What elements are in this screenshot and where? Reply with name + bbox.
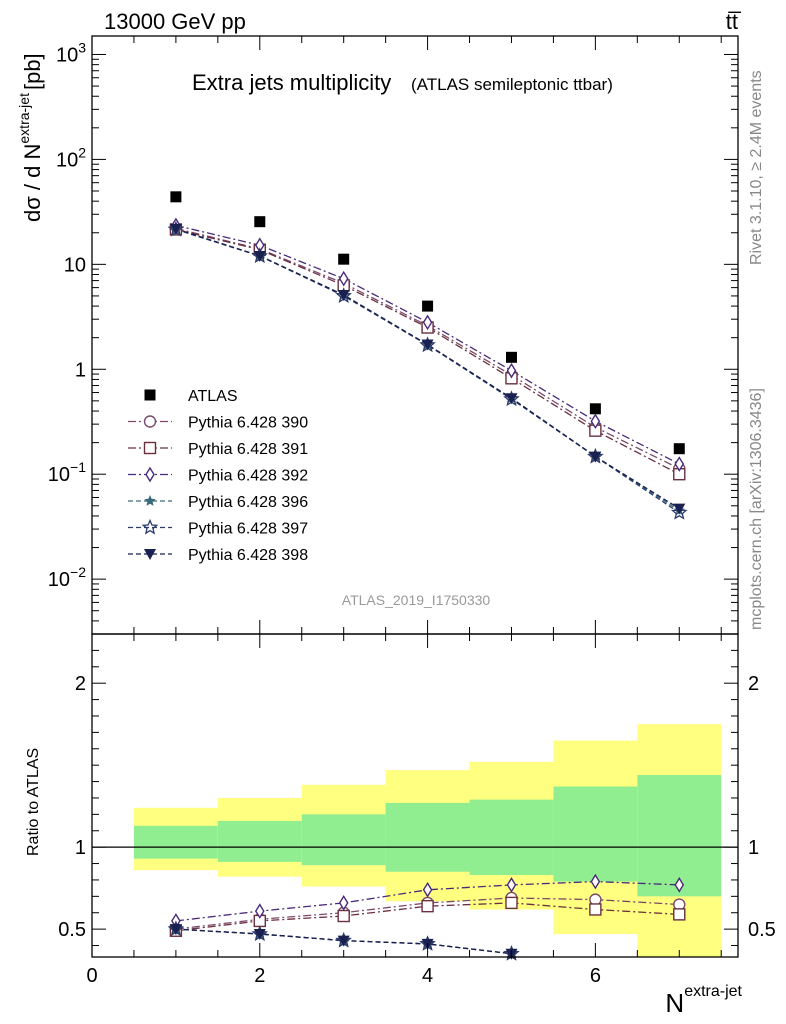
ratio-y-tick-label: 2 bbox=[75, 673, 86, 695]
main-data-point bbox=[421, 339, 434, 351]
main-data-point bbox=[670, 504, 688, 520]
main-y-tick-label: 103 bbox=[56, 39, 86, 66]
ratio-y-tick-label-right: 2 bbox=[748, 673, 759, 695]
ratio-data-point bbox=[253, 929, 266, 941]
ratio-data-point bbox=[337, 909, 350, 923]
ratio-data-point bbox=[506, 877, 517, 893]
legend: ATLAS Pythia 6.428 390 Pythia 6.428 391 Pyt… bbox=[128, 388, 308, 564]
mcplots-label: mcplots.cern.ch [arXiv:1306.3436] bbox=[748, 388, 765, 630]
x-label-text: N bbox=[665, 988, 684, 1018]
ratio-data-point bbox=[169, 924, 182, 936]
main-data-layer bbox=[167, 191, 688, 520]
main-frame bbox=[91, 35, 739, 635]
main-data-point bbox=[589, 451, 602, 463]
main-data-point bbox=[170, 191, 182, 203]
x-tick-label: 0 bbox=[86, 965, 97, 987]
ratio-data-point bbox=[590, 873, 601, 890]
legend-marker bbox=[144, 495, 156, 506]
main-data-point bbox=[338, 253, 350, 265]
main-data-point bbox=[673, 443, 685, 455]
legend-label: Pythia 6.428 392 bbox=[188, 468, 308, 485]
main-data-point bbox=[253, 251, 266, 263]
main-data-point bbox=[673, 503, 686, 515]
ratio-data-point bbox=[421, 899, 434, 913]
ratio-y-tick-label: 0.5 bbox=[58, 919, 86, 941]
ratio-data-point bbox=[422, 881, 433, 898]
legend-label: Pythia 6.428 390 bbox=[188, 415, 308, 432]
ratio-band-inner bbox=[637, 775, 722, 897]
svg-text:Nextra-jet: Nextra-jet bbox=[665, 983, 742, 1018]
legend-label: Pythia 6.428 396 bbox=[188, 494, 308, 511]
main-data-point bbox=[422, 314, 433, 331]
ratio-y-tick-label: 1 bbox=[75, 837, 86, 859]
legend-marker bbox=[144, 389, 156, 401]
ratio-data-layer bbox=[92, 724, 738, 961]
main-y-tick-label: 10−2 bbox=[48, 564, 86, 591]
watermark: ATLAS_2019_I1750330 bbox=[342, 592, 491, 608]
x-label-sup: extra-jet bbox=[684, 983, 742, 1000]
y-label-sup: extra-jet bbox=[16, 93, 32, 144]
main-y-axis-label: dσ / d Nextra-jet [pb] bbox=[16, 53, 45, 222]
legend-marker bbox=[141, 518, 159, 535]
ratio-band-inner bbox=[553, 786, 638, 882]
main-data-point bbox=[338, 270, 349, 287]
main-title: Extra jets multiplicity bbox=[192, 70, 391, 95]
ratio-frame bbox=[91, 633, 739, 958]
main-data-point bbox=[590, 413, 601, 430]
ratio-data-point bbox=[338, 895, 349, 911]
legend-label: ATLAS bbox=[188, 388, 238, 405]
ratio-y-tick-label-right: 1 bbox=[748, 837, 759, 859]
ratio-data-point bbox=[589, 903, 602, 916]
legend-marker bbox=[143, 415, 157, 428]
ratio-y-tick-label-right: 0.5 bbox=[748, 919, 776, 941]
x-axis-label: Nextra-jet bbox=[665, 983, 742, 1018]
ratio-data-point bbox=[254, 903, 265, 919]
main-data-point bbox=[506, 362, 517, 379]
ratio-data-point bbox=[674, 877, 685, 893]
ratio-band-inner bbox=[133, 825, 218, 859]
energy-label: 13000 GeV pp bbox=[104, 9, 246, 34]
ratio-band-inner bbox=[385, 802, 470, 872]
main-data-point bbox=[505, 393, 518, 405]
legend-label: Pythia 6.428 391 bbox=[188, 441, 308, 458]
process-label: tt̅ bbox=[726, 9, 742, 34]
ratio-band-inner bbox=[217, 820, 302, 862]
ratio-panel: 0.5 0.5 1 1 2 2 0 2 4 6 Ratio to ATLAS Nextra-jet bbox=[25, 633, 776, 1018]
main-data-point bbox=[254, 216, 266, 228]
ratio-data-point bbox=[505, 896, 518, 910]
legend-marker bbox=[144, 549, 156, 560]
main-series-line bbox=[175, 228, 680, 475]
main-data-point bbox=[422, 300, 434, 312]
main-data-point bbox=[589, 403, 601, 415]
main-subtitle: (ATLAS semileptonic ttbar) bbox=[411, 75, 613, 94]
ratio-band-inner bbox=[469, 799, 554, 876]
legend-marker bbox=[143, 441, 157, 455]
main-data-point bbox=[337, 290, 350, 302]
legend-label: Pythia 6.428 398 bbox=[188, 547, 308, 564]
main-y-tick-label: 10 bbox=[64, 254, 86, 276]
rivet-label: Rivet 3.1.10, ≥ 2.4M events bbox=[748, 70, 765, 265]
main-y-tick-label: 1 bbox=[75, 359, 86, 381]
x-tick-label: 4 bbox=[422, 965, 433, 987]
y-label-text: dσ / d N bbox=[20, 144, 45, 222]
legend-marker bbox=[145, 466, 155, 483]
ratio-band-inner bbox=[301, 814, 386, 866]
ratio-y-label: Ratio to ATLAS bbox=[25, 748, 42, 856]
main-y-tick-label: 102 bbox=[56, 144, 86, 171]
main-data-point bbox=[505, 351, 517, 363]
main-data-point bbox=[674, 456, 685, 472]
legend-label: Pythia 6.428 397 bbox=[188, 521, 308, 538]
main-y-tick-label: 10−1 bbox=[48, 459, 86, 486]
x-tick-label: 2 bbox=[254, 965, 265, 987]
main-data-point bbox=[169, 223, 182, 235]
ratio-axes: 0.5 0.5 1 1 2 2 0 2 4 6 bbox=[58, 633, 776, 987]
ratio-data-point bbox=[673, 908, 686, 921]
svg-text:dσ / d Nextra-jet[pb]: dσ / d Nextra-jet [pb] bbox=[16, 53, 45, 222]
ratio-data-point bbox=[337, 935, 350, 947]
x-tick-label: 6 bbox=[590, 965, 601, 987]
y-label-unit: [pb] bbox=[20, 53, 45, 90]
